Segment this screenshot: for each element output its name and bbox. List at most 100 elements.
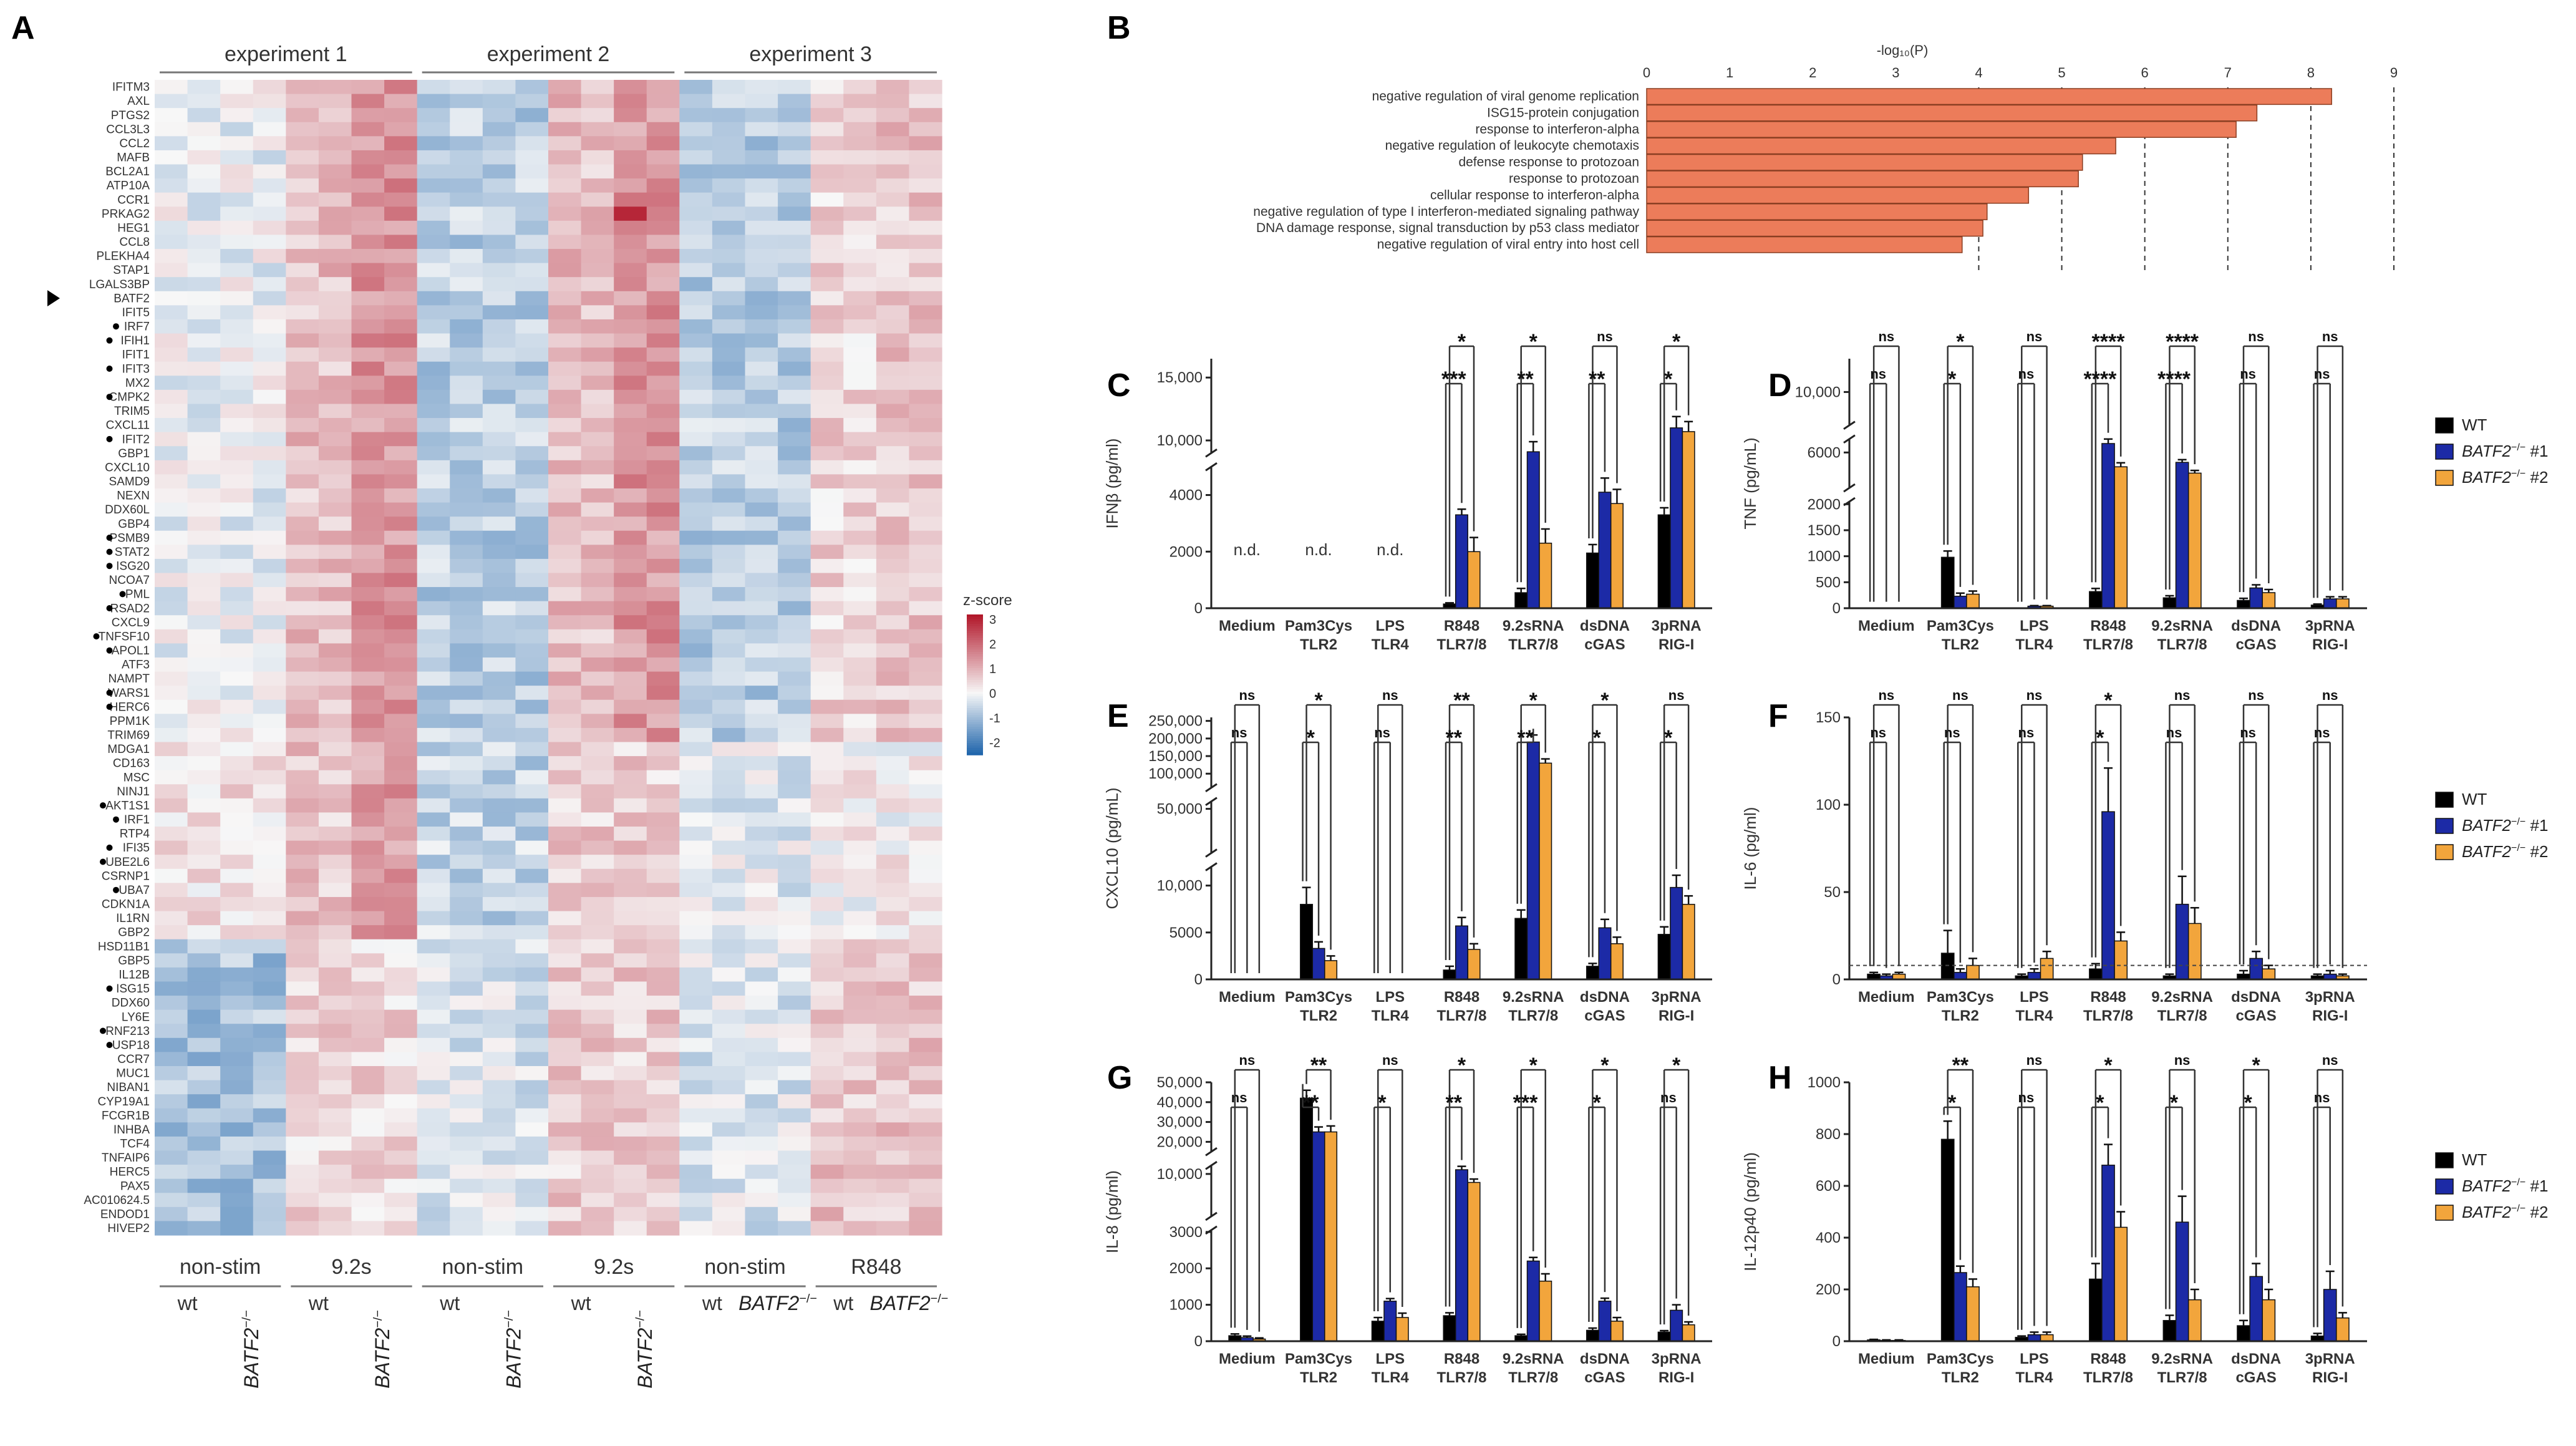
- heatmap-cell: [384, 573, 418, 588]
- heatmap-cell: [187, 587, 221, 602]
- heatmap-cell: [155, 643, 188, 658]
- heatmap-cell: [384, 1193, 418, 1208]
- heatmap-cell: [318, 981, 352, 996]
- gene-label: IFIT1: [122, 349, 150, 362]
- bar-ko2: [2262, 968, 2276, 980]
- heatmap-cell: [679, 136, 713, 151]
- heatmap-cell: [778, 1065, 811, 1081]
- heatmap-cell: [286, 1024, 319, 1039]
- heatmap-cell: [679, 1136, 713, 1152]
- genotype-label: wt: [439, 1292, 460, 1314]
- legend-swatch: [2435, 792, 2454, 808]
- bar-ko2: [2114, 1226, 2128, 1342]
- heatmap-cell: [318, 150, 352, 165]
- heatmap-cell: [548, 925, 582, 940]
- heatmap-cell: [810, 502, 844, 517]
- heatmap-cell: [679, 1052, 713, 1067]
- gene-label: HSD11B1: [98, 940, 150, 953]
- heatmap-cell: [384, 488, 418, 503]
- heatmap-cell: [679, 446, 713, 461]
- scale-swatch: [967, 708, 983, 711]
- legend-label: BATF2−/− #2: [2462, 468, 2548, 487]
- heatmap-cell: [581, 150, 614, 165]
- heatmap-cell: [810, 220, 844, 236]
- heatmap-cell: [417, 404, 450, 419]
- heatmap-cell: [253, 376, 286, 391]
- heatmap-cell: [482, 404, 516, 419]
- gene-label: TNFSF10: [99, 630, 150, 643]
- heatmap-cell: [187, 699, 221, 714]
- heatmap-cell: [318, 1080, 352, 1095]
- heatmap-cell: [909, 925, 942, 940]
- y-tick-label: 100,000: [1148, 765, 1203, 782]
- bar-ko1: [2027, 972, 2041, 980]
- heatmap-cell: [220, 615, 254, 630]
- heatmap-cell: [843, 446, 877, 461]
- heatmap-cell: [155, 305, 188, 320]
- heatmap-cell: [712, 1150, 746, 1165]
- y-tick-label: 150: [1816, 709, 1841, 726]
- heatmap-cell: [384, 432, 418, 447]
- heatmap-cell: [515, 404, 549, 419]
- heatmap-cell: [712, 1122, 746, 1137]
- heatmap-cell: [581, 1193, 614, 1208]
- heatmap-cell: [187, 868, 221, 883]
- heatmap-cell: [220, 756, 254, 771]
- heatmap-cell: [581, 291, 614, 306]
- go-bar: [1646, 236, 1963, 253]
- scale-swatch: [967, 643, 983, 646]
- heatmap-cell: [843, 671, 877, 686]
- scale-swatch: [967, 659, 983, 662]
- heatmap-cell: [581, 981, 614, 996]
- heatmap-cell: [581, 714, 614, 729]
- panel-letter-H: H: [1768, 1060, 1792, 1096]
- bar-wt: [1371, 1321, 1385, 1342]
- heatmap-cell: [614, 418, 647, 433]
- heatmap-cell: [712, 587, 746, 602]
- go-bar: [1646, 220, 1983, 237]
- scale-swatch: [967, 675, 983, 679]
- heatmap-cell: [876, 1037, 910, 1052]
- heatmap-cell: [515, 1080, 549, 1095]
- heatmap-cell: [450, 389, 483, 405]
- bar-wt: [2089, 591, 2103, 609]
- go-tick-label: 0: [1643, 65, 1650, 80]
- heatmap-cell: [482, 1108, 516, 1123]
- heatmap-cell: [614, 376, 647, 391]
- heatmap-cell: [614, 136, 647, 151]
- heatmap-cell: [253, 517, 286, 531]
- heatmap-cell: [220, 1024, 254, 1039]
- heatmap-cell: [745, 840, 778, 855]
- heatmap-cell: [843, 770, 877, 785]
- gene-label: PAX5: [120, 1180, 150, 1193]
- heatmap-cell: [876, 1108, 910, 1123]
- heatmap-cell: [515, 868, 549, 883]
- genotype-label: wt: [571, 1292, 591, 1314]
- heatmap-cell: [450, 629, 483, 644]
- heatmap-cell: [187, 827, 221, 842]
- heatmap-cell: [515, 657, 549, 672]
- heatmap-cell: [155, 1108, 188, 1123]
- heatmap-cell: [843, 953, 877, 968]
- y-tick-label: 50: [1824, 884, 1841, 901]
- heatmap-cell: [351, 1150, 385, 1165]
- y-axis-title: IL-8 (pg/ml): [1103, 1170, 1121, 1253]
- heatmap-cell: [220, 460, 254, 475]
- x-category-sublabel: TLR4: [1372, 636, 1410, 653]
- bar-ko1: [2249, 958, 2264, 980]
- heatmap-cell: [482, 446, 516, 461]
- heatmap-cell: [515, 911, 549, 926]
- heatmap-cell: [286, 291, 319, 306]
- gene-label: IRF1: [124, 813, 150, 827]
- heatmap-cell: [778, 643, 811, 658]
- heatmap-cell: [909, 178, 942, 193]
- gene-label: TNFAIP6: [102, 1152, 150, 1165]
- heatmap-cell: [187, 727, 221, 743]
- heatmap-cell: [679, 883, 713, 898]
- heatmap-cell: [384, 629, 418, 644]
- heatmap-cell: [581, 573, 614, 588]
- heatmap-cell: [384, 615, 418, 630]
- heatmap-cell: [909, 488, 942, 503]
- heatmap-cell: [646, 389, 680, 405]
- heatmap-cell: [581, 770, 614, 785]
